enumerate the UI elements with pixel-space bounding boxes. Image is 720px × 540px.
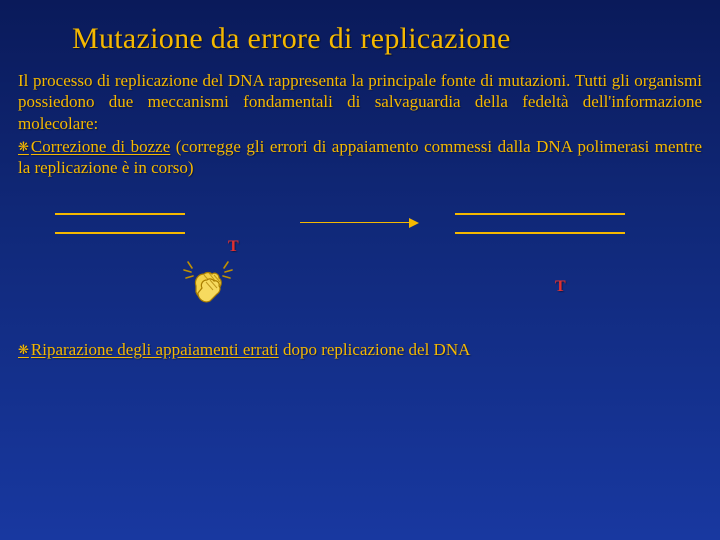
dna-left-top-strand <box>55 213 185 215</box>
dna-diagram: T T <box>0 180 720 340</box>
dna-left-bottom-strand <box>55 232 185 234</box>
item1-underlined: Correzione di bozze <box>18 137 170 156</box>
bullet-item-riparazione: Riparazione degli appaiamenti errati dop… <box>0 340 720 360</box>
bullet-item-correzione: Correzione di bozze (corregge gli errori… <box>18 136 702 179</box>
item2-rest: dopo replicazione del DNA <box>279 340 471 359</box>
arrow-head-icon <box>409 218 419 228</box>
body-paragraphs: Il processo di replicazione del DNA rapp… <box>0 70 720 178</box>
t-label-left: T <box>228 238 239 256</box>
slide-title: Mutazione da errore di replicazione <box>0 0 720 70</box>
dna-right-bottom-strand <box>455 232 625 234</box>
arrow-shaft <box>300 222 410 223</box>
t-label-right: T <box>555 278 566 296</box>
item2-underlined: Riparazione degli appaiamenti errati <box>18 340 279 359</box>
clap-hands-icon <box>182 258 234 306</box>
intro-paragraph: Il processo di replicazione del DNA rapp… <box>18 70 702 134</box>
dna-right-top-strand <box>455 213 625 215</box>
